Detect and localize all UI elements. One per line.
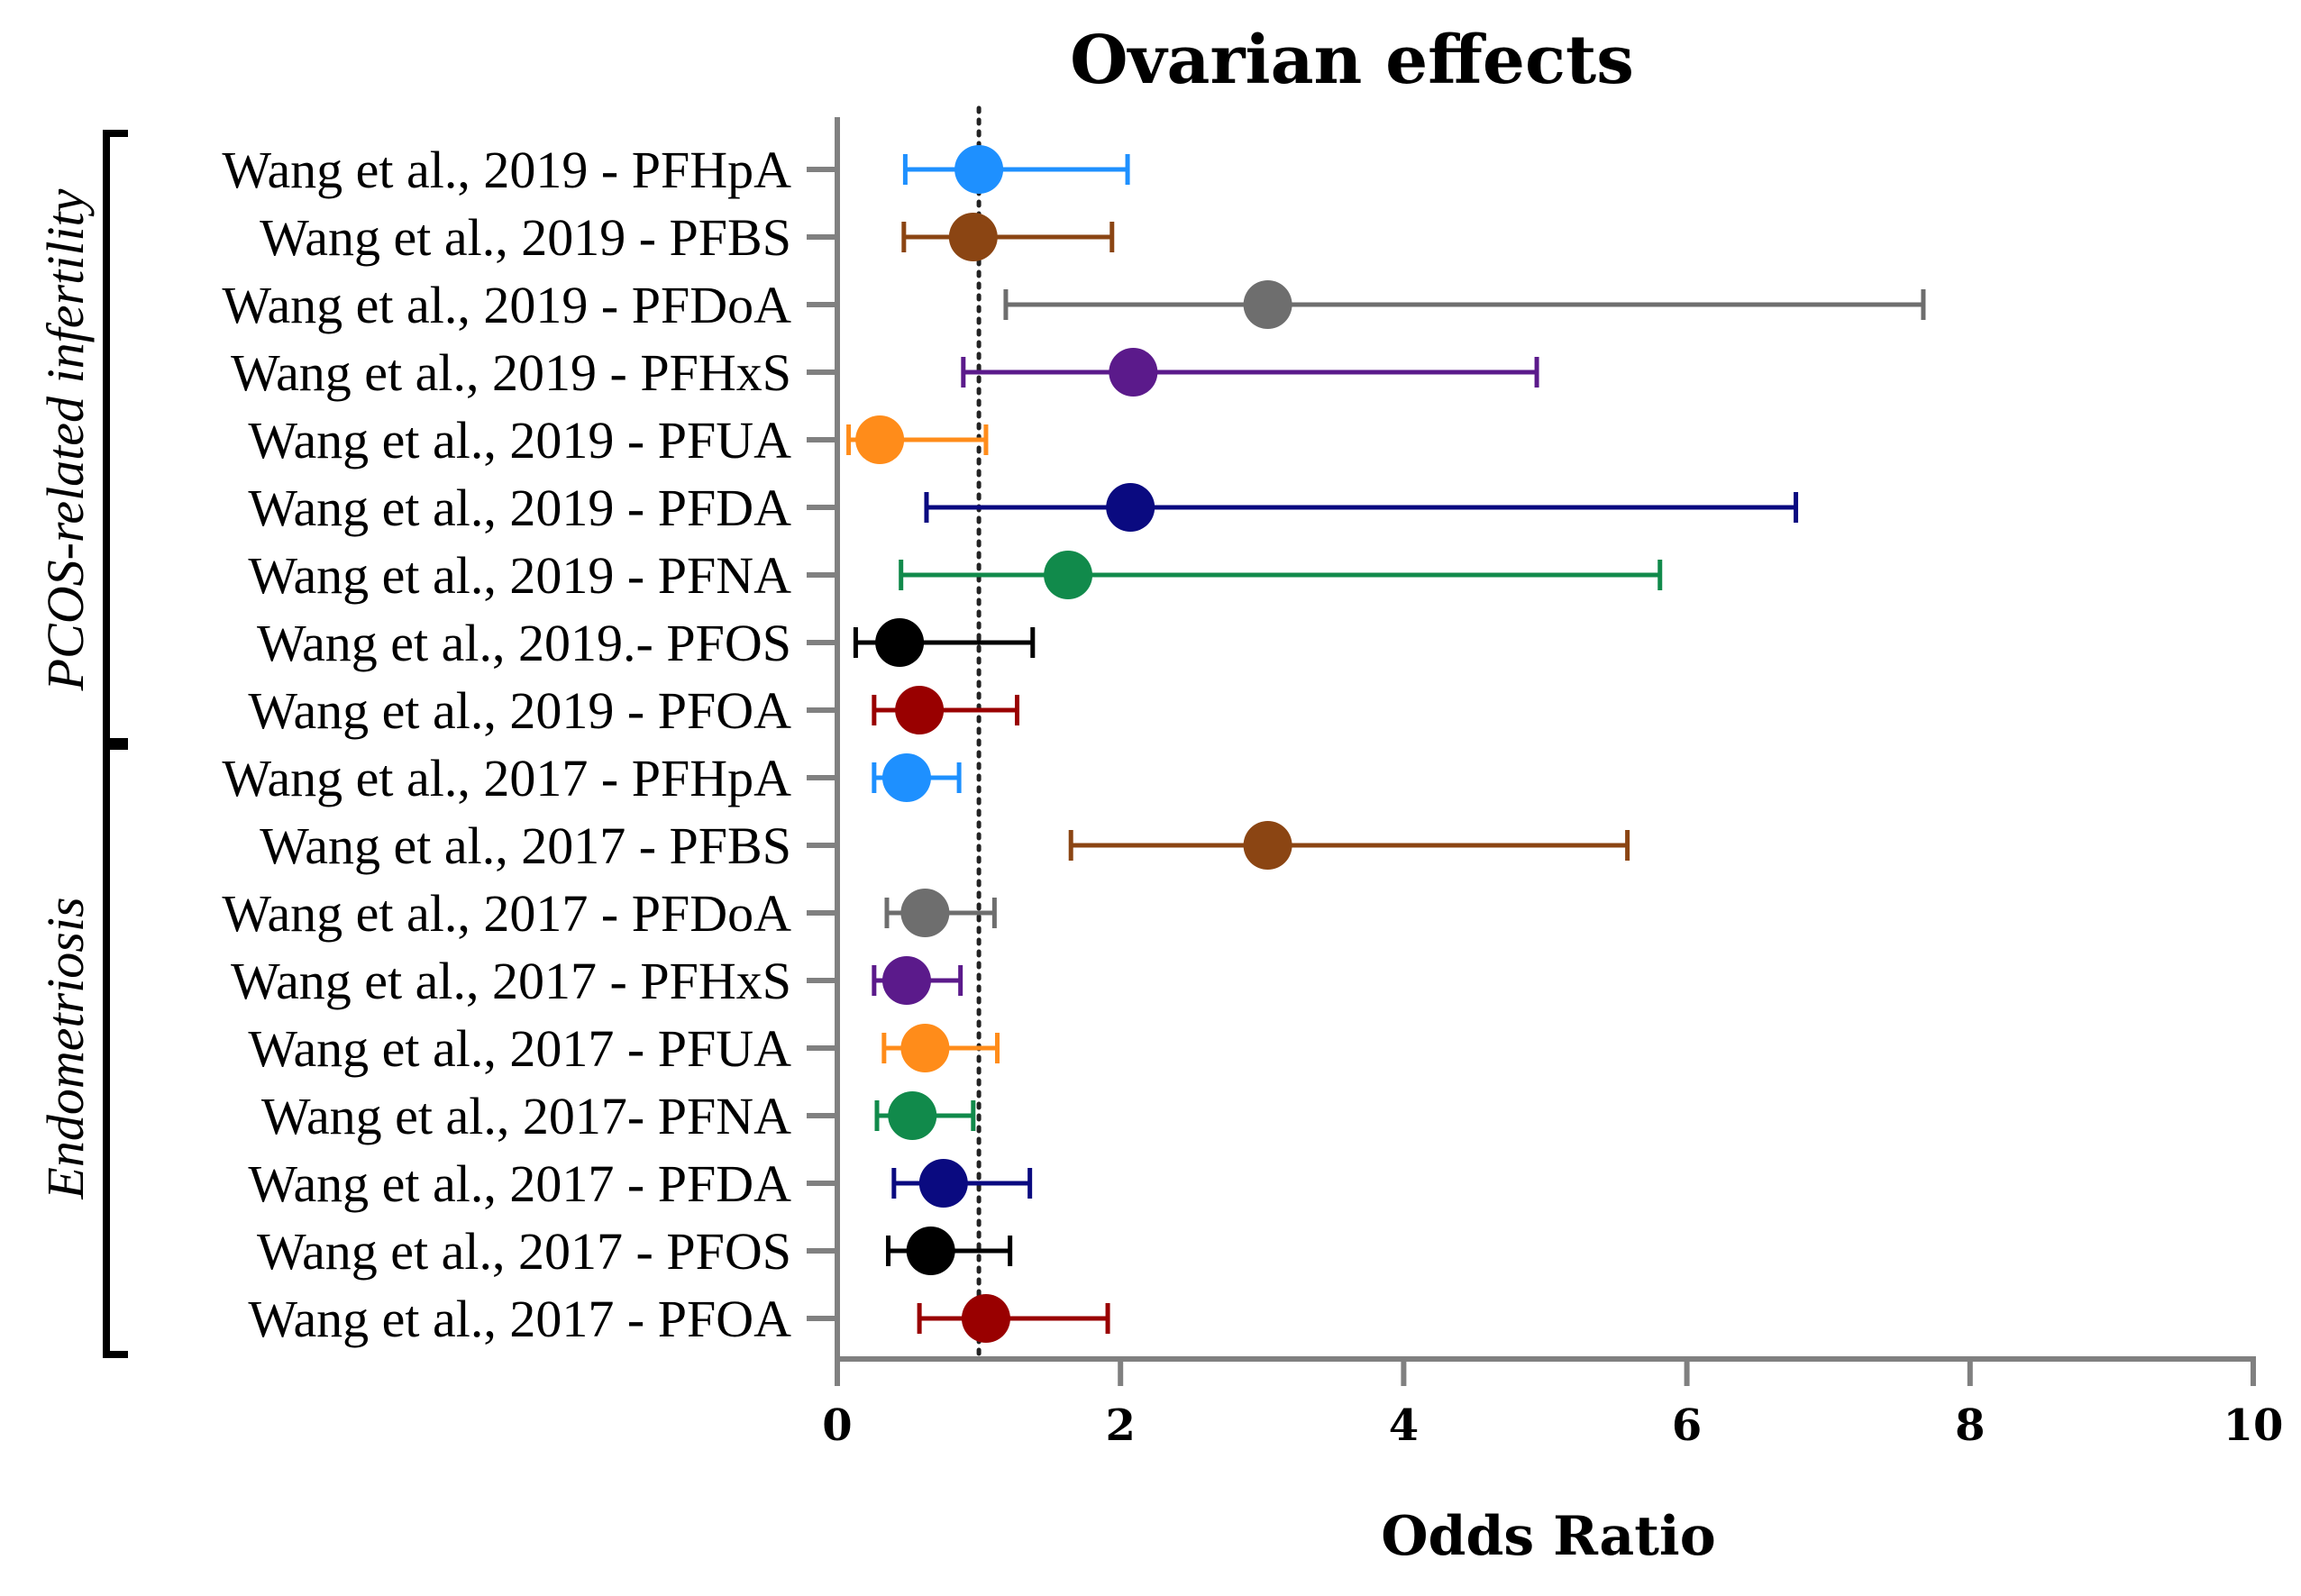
row-label: Wang et al., 2017 - PFHxS	[231, 952, 791, 1010]
x-tick-label: 4	[1389, 1400, 1419, 1451]
odds-ratio-point	[948, 213, 998, 261]
odds-ratio-point	[900, 1024, 950, 1072]
odds-ratio-point	[918, 1159, 968, 1208]
odds-ratio-point	[1243, 280, 1292, 329]
row-label: Wang et al., 2019 - PFHxS	[231, 343, 791, 402]
x-axis-title: Odds Ratio	[1381, 1505, 1715, 1568]
row-label: Wang et al., 2017 - PFUA	[248, 1019, 791, 1078]
row-label: Wang et al., 2019 - PFNA	[248, 546, 791, 605]
odds-ratio-point	[888, 1091, 937, 1140]
row-label: Wang et al., 2019 - PFUA	[248, 411, 791, 470]
row-label: Wang et al., 2019 - PFOA	[248, 681, 791, 740]
odds-ratio-point	[954, 145, 1004, 194]
odds-ratio-point	[855, 415, 905, 464]
odds-ratio-point	[1243, 821, 1292, 870]
row-label: Wang et al., 2019 - PFHpA	[222, 141, 791, 199]
odds-ratio-point	[881, 753, 931, 802]
odds-ratio-point	[875, 618, 925, 667]
odds-ratio-point	[881, 956, 931, 1005]
group-bracket	[103, 738, 128, 1358]
x-tick-label: 10	[2223, 1400, 2284, 1451]
odds-ratio-point	[1106, 483, 1155, 532]
row-label: Wang et al., 2017 - PFDA	[248, 1154, 791, 1213]
row-label: Wang et al., 2017- PFNA	[261, 1087, 791, 1145]
row-label: Wang et al., 2019 - PFDA	[248, 479, 791, 537]
group-label: Endometriosis	[36, 897, 95, 1199]
group-label: PCOS-related infertility	[36, 188, 95, 691]
row-label: Wang et al., 2019 - PFBS	[260, 208, 791, 267]
odds-ratio-point	[1109, 348, 1158, 397]
x-tick-label: 6	[1672, 1400, 1702, 1451]
odds-ratio-point	[1044, 551, 1093, 599]
row-label: Wang et al., 2017 - PFDoA	[222, 884, 791, 943]
row-label: Wang et al., 2017 - PFHpA	[222, 749, 791, 807]
odds-ratio-point	[961, 1294, 1010, 1343]
x-tick-label: 2	[1105, 1400, 1135, 1451]
x-tick-label: 8	[1955, 1400, 1985, 1451]
row-label: Wang et al., 2019 - PFDoA	[222, 276, 791, 334]
odds-ratio-point	[906, 1227, 955, 1275]
odds-ratio-point	[895, 686, 945, 734]
row-label: Wang et al., 2017 - PFOS	[257, 1222, 791, 1281]
chart-title: Ovarian effects	[1070, 22, 1634, 99]
row-label: Wang et al., 2019.- PFOS	[257, 614, 791, 672]
group-bracket	[103, 130, 128, 750]
row-label: Wang et al., 2017 - PFOA	[248, 1290, 791, 1348]
row-label: Wang et al., 2017 - PFBS	[260, 816, 791, 875]
odds-ratio-point	[900, 889, 950, 937]
plot-area: 0 2 4 6 8 10 Wang et al., 2019 - PFHpA Wang et …	[36, 105, 2284, 1451]
x-tick-label: 0	[822, 1400, 852, 1451]
